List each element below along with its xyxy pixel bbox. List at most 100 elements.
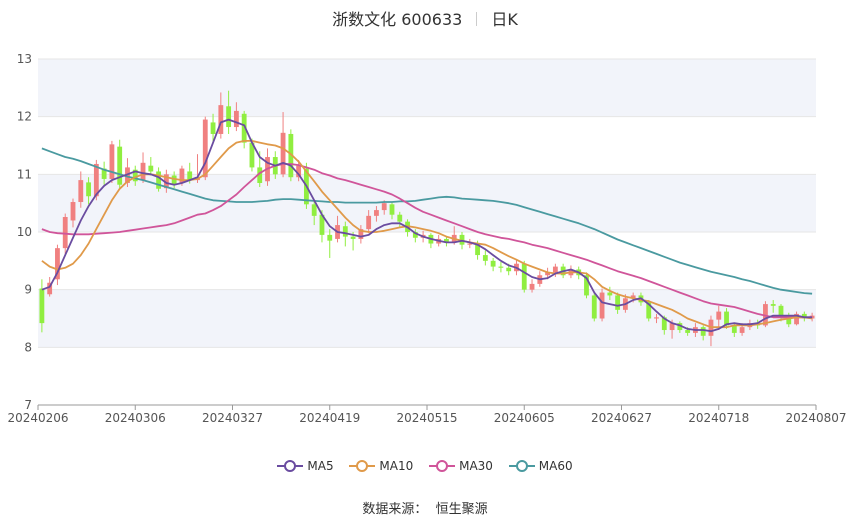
ma10-marker-icon	[349, 460, 376, 472]
candle-body	[218, 105, 224, 134]
candle-body	[630, 295, 636, 299]
x-tick-label: 20240807	[785, 411, 846, 425]
legend-item-ma5[interactable]: MA5	[277, 459, 334, 473]
x-axis: 20240206 20240306 20240327 20240419 20240515…	[7, 404, 847, 425]
candle-body	[506, 267, 512, 272]
ma60-line	[41, 147, 813, 295]
candle-body	[350, 236, 356, 239]
ma10-line	[41, 139, 813, 329]
candle-body	[311, 204, 317, 216]
candle-body	[163, 174, 169, 189]
candle-body	[669, 323, 675, 331]
y-tick-label: 7	[24, 398, 32, 412]
candle-body	[296, 165, 302, 178]
candle-body	[529, 283, 535, 290]
candle-body	[342, 226, 348, 237]
candle-body	[677, 323, 683, 331]
legend-item-ma10[interactable]: MA10	[349, 459, 413, 473]
legend-label-ma30: MA30	[459, 459, 493, 473]
candle-body	[62, 217, 68, 249]
candle-body	[607, 292, 613, 296]
candle-body	[241, 113, 247, 143]
candle-body	[374, 210, 379, 216]
candle-body	[545, 272, 551, 276]
y-axis: 7 8 9 10 11 12 13	[17, 52, 32, 412]
data-source: 数据来源： 恒生聚源	[0, 498, 850, 517]
ma60-marker-icon	[508, 460, 535, 472]
candle-body	[809, 315, 815, 319]
plot-background	[38, 59, 816, 348]
legend-label-ma10: MA10	[379, 459, 414, 473]
candle-body	[412, 232, 418, 238]
candle-body	[786, 315, 792, 325]
moving-average-lines	[41, 118, 813, 333]
candle-body	[490, 260, 496, 267]
candle-body	[319, 214, 325, 235]
source-name: 恒生聚源	[435, 502, 488, 517]
candle-body	[93, 163, 99, 197]
candle-body	[731, 325, 737, 333]
candle-body	[739, 327, 745, 333]
candle-body	[210, 122, 216, 134]
x-tick-label: 20240605	[494, 411, 555, 425]
title-separator	[476, 12, 478, 26]
ma30-line	[41, 163, 813, 319]
candle-body	[257, 167, 263, 183]
x-tick-label: 20240206	[7, 411, 68, 425]
candle-body	[591, 295, 597, 319]
candle-body	[101, 168, 107, 179]
source-label: 数据来源：	[362, 502, 428, 517]
legend-item-ma30[interactable]: MA30	[429, 459, 493, 473]
ma30-marker-icon	[429, 460, 456, 472]
candle-body	[716, 311, 722, 320]
candle-body	[47, 282, 53, 295]
candle-body	[475, 243, 480, 256]
candle-body	[366, 215, 372, 230]
candle-body	[801, 313, 807, 319]
y-tick-label: 13	[17, 52, 32, 66]
candle-body	[156, 171, 162, 189]
chart-title: 浙数文化 600633	[332, 10, 463, 29]
period-label: 日K	[491, 10, 518, 29]
x-tick-label: 20240627	[591, 411, 652, 425]
y-tick-label: 10	[17, 225, 32, 239]
legend: MA5 MA10 MA30 MA60	[0, 459, 850, 473]
candle-body	[584, 275, 589, 296]
y-tick-label: 11	[17, 167, 32, 181]
candle-body	[233, 110, 239, 128]
candle-body	[117, 146, 123, 185]
ma5-line	[41, 118, 813, 333]
candle-body	[226, 106, 232, 128]
candle-body	[381, 203, 387, 211]
candle-body	[140, 162, 146, 181]
x-tick-label: 20240419	[299, 411, 360, 425]
y-tick-label: 8	[24, 340, 32, 354]
candle-body	[482, 255, 488, 261]
chart-title-row: 浙数文化 600633 日K	[0, 6, 850, 29]
y-tick-label: 12	[17, 110, 32, 124]
candle-body	[78, 180, 84, 203]
x-tick-label: 20240327	[202, 411, 263, 425]
legend-item-ma60[interactable]: MA60	[508, 459, 573, 473]
candle-body	[700, 327, 706, 336]
candle-body	[444, 238, 449, 243]
candle-body	[599, 292, 605, 319]
candle-body	[280, 132, 286, 175]
candle-body	[179, 168, 185, 183]
candle-body	[55, 248, 60, 280]
candle-body	[288, 133, 294, 178]
legend-label-ma60: MA60	[538, 459, 573, 473]
candle-body	[249, 142, 255, 168]
ma5-marker-icon	[277, 460, 304, 472]
y-tick-label: 9	[24, 283, 32, 297]
x-tick-label: 20240718	[688, 411, 749, 425]
candle-body	[685, 330, 691, 333]
grid-lines	[38, 58, 816, 406]
grid-band	[38, 59, 816, 117]
candle-body	[552, 266, 558, 273]
candle-body	[39, 288, 45, 324]
candle-body	[661, 317, 667, 331]
candle-body	[171, 175, 177, 185]
candle-body	[86, 182, 91, 197]
